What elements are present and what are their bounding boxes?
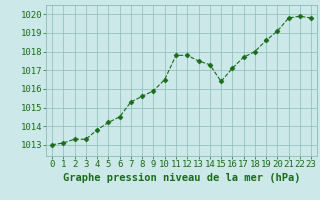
- X-axis label: Graphe pression niveau de la mer (hPa): Graphe pression niveau de la mer (hPa): [63, 173, 300, 183]
